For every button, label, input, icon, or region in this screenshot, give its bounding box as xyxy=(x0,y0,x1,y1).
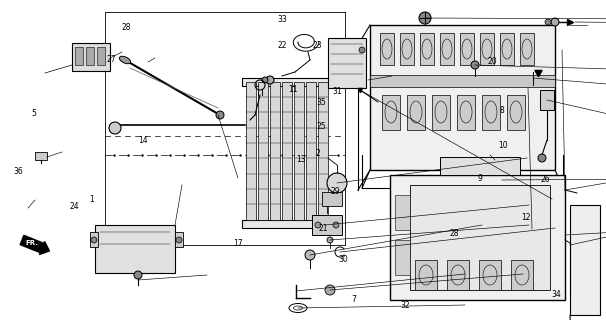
Circle shape xyxy=(327,237,333,243)
Bar xyxy=(407,95,425,130)
Bar xyxy=(390,175,565,300)
Bar xyxy=(75,47,83,65)
Bar xyxy=(420,33,434,65)
Text: 32: 32 xyxy=(400,301,410,310)
Bar xyxy=(479,260,501,290)
Bar xyxy=(72,43,110,71)
Text: 12: 12 xyxy=(521,213,531,222)
Bar xyxy=(270,82,280,220)
Text: 9: 9 xyxy=(478,174,482,183)
Bar xyxy=(35,152,47,160)
Text: 7: 7 xyxy=(351,295,356,304)
Bar xyxy=(500,33,514,65)
Bar xyxy=(382,95,400,130)
Text: 13: 13 xyxy=(296,156,305,164)
Text: 14: 14 xyxy=(138,136,148,145)
Text: 31: 31 xyxy=(332,87,342,96)
Circle shape xyxy=(176,237,182,243)
Text: 34: 34 xyxy=(551,290,561,299)
Circle shape xyxy=(305,250,315,260)
Text: 10: 10 xyxy=(498,141,508,150)
Bar xyxy=(294,82,304,220)
Bar xyxy=(380,33,394,65)
Bar xyxy=(242,220,340,228)
Bar xyxy=(482,95,500,130)
Bar xyxy=(282,82,292,220)
Circle shape xyxy=(325,285,335,295)
Bar xyxy=(318,82,328,220)
Text: 35: 35 xyxy=(316,98,326,107)
Circle shape xyxy=(91,237,97,243)
Text: 23: 23 xyxy=(313,41,322,50)
Text: 33: 33 xyxy=(278,15,287,24)
Text: 27: 27 xyxy=(106,55,116,64)
Circle shape xyxy=(333,222,339,228)
Bar xyxy=(570,205,600,315)
Circle shape xyxy=(262,77,268,83)
Circle shape xyxy=(315,222,321,228)
Text: 26: 26 xyxy=(541,175,550,184)
Bar xyxy=(415,260,437,290)
Circle shape xyxy=(327,173,347,193)
Circle shape xyxy=(134,271,142,279)
Text: 20: 20 xyxy=(488,57,498,66)
Bar xyxy=(511,260,533,290)
Bar xyxy=(440,157,520,175)
Circle shape xyxy=(216,111,224,119)
Text: 30: 30 xyxy=(338,255,348,264)
Circle shape xyxy=(545,19,551,25)
Text: 24: 24 xyxy=(70,202,79,211)
Text: 28: 28 xyxy=(121,23,131,32)
Bar xyxy=(328,38,366,88)
Bar xyxy=(246,82,256,220)
Text: 8: 8 xyxy=(500,106,505,115)
Text: 25: 25 xyxy=(316,122,326,131)
Bar xyxy=(95,225,175,273)
Circle shape xyxy=(471,61,479,69)
Bar xyxy=(90,232,98,247)
Bar xyxy=(520,33,534,65)
Text: 17: 17 xyxy=(233,239,243,248)
Bar xyxy=(460,33,474,65)
Bar xyxy=(395,195,410,230)
Bar xyxy=(322,192,342,206)
Ellipse shape xyxy=(119,56,130,64)
Text: 5: 5 xyxy=(32,109,36,118)
Bar xyxy=(410,185,550,290)
Bar xyxy=(440,33,454,65)
Bar xyxy=(312,215,342,235)
Circle shape xyxy=(109,122,121,134)
Circle shape xyxy=(419,12,431,24)
Text: 1: 1 xyxy=(90,196,95,204)
Bar xyxy=(400,33,414,65)
Bar xyxy=(258,82,268,220)
Text: 2: 2 xyxy=(315,149,320,158)
Bar xyxy=(432,95,450,130)
Bar xyxy=(457,95,475,130)
Text: 36: 36 xyxy=(13,167,23,176)
Bar xyxy=(507,95,525,130)
Circle shape xyxy=(551,18,559,26)
FancyArrow shape xyxy=(20,235,50,254)
Bar xyxy=(306,82,316,220)
Circle shape xyxy=(266,76,274,84)
Bar xyxy=(370,25,555,170)
Text: 21: 21 xyxy=(318,224,328,233)
Text: 11: 11 xyxy=(288,85,298,94)
Bar xyxy=(242,78,340,86)
Bar xyxy=(480,33,494,65)
Text: 29: 29 xyxy=(330,188,340,196)
Circle shape xyxy=(359,47,365,53)
Bar xyxy=(86,47,94,65)
Bar xyxy=(370,75,555,87)
Bar xyxy=(447,260,469,290)
Bar xyxy=(97,47,105,65)
Text: FR.: FR. xyxy=(25,240,38,246)
Bar xyxy=(540,90,554,110)
Text: 22: 22 xyxy=(278,41,287,50)
Bar xyxy=(175,232,183,247)
Circle shape xyxy=(538,154,546,162)
Bar xyxy=(395,240,410,275)
Text: 28: 28 xyxy=(450,229,459,238)
